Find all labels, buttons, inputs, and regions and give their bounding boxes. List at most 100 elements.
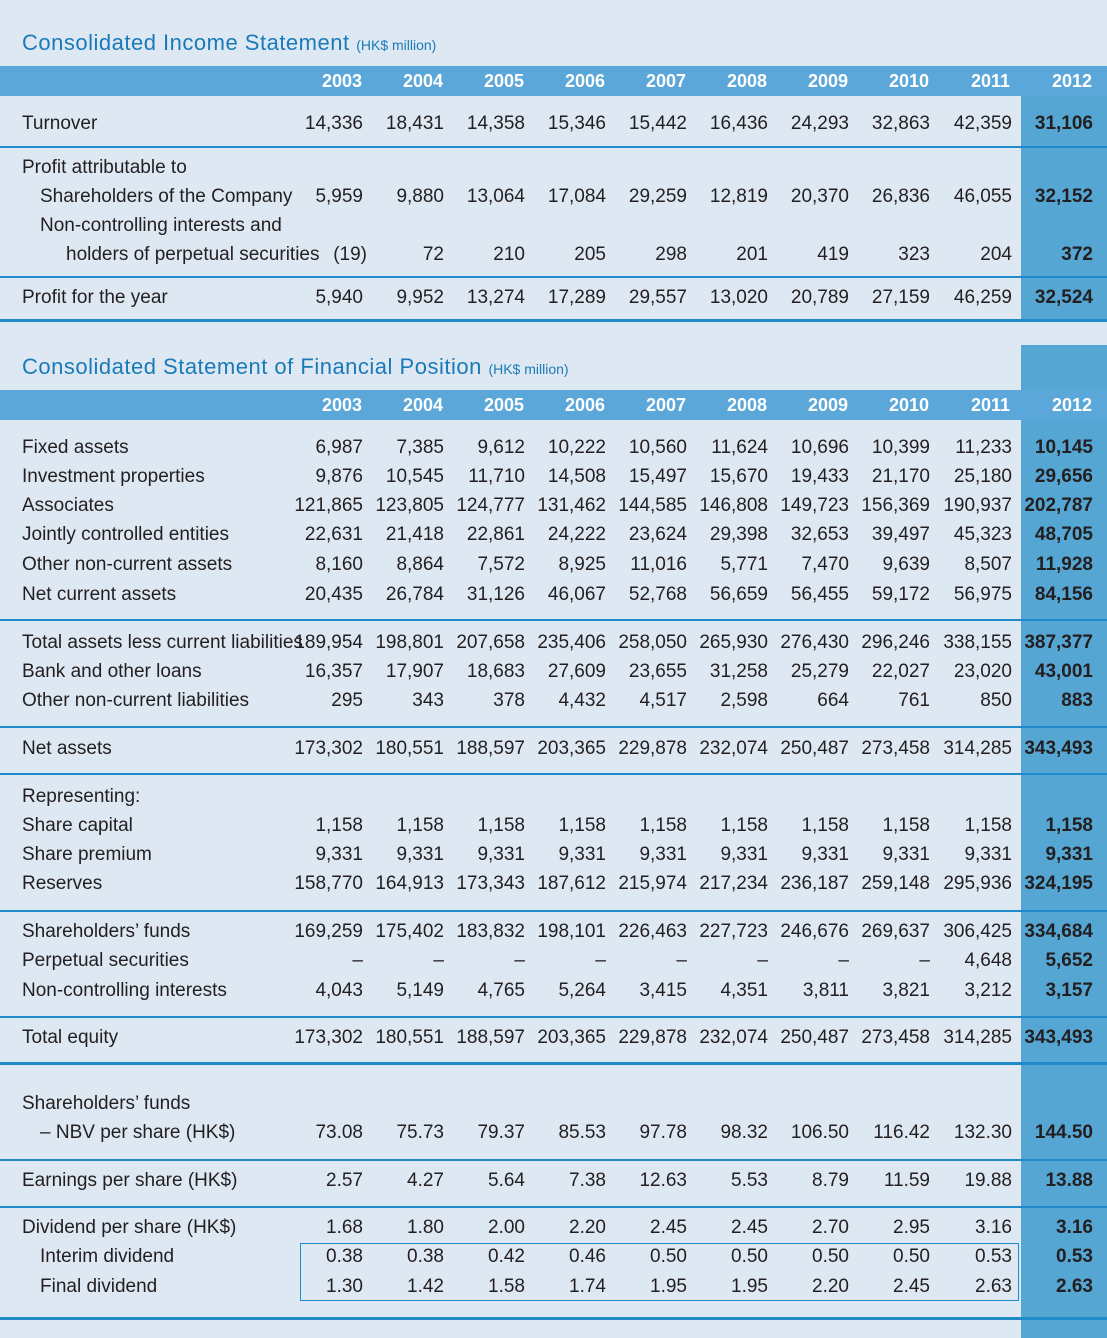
cell-value: 1.95: [731, 1276, 768, 1297]
table-row: Shareholders of the Company 5,959 9,880 13,…: [0, 183, 1107, 212]
table-row: Share capital 1,158 1,158 1,158 1,158 1,158 1,…: [0, 812, 1107, 841]
cell-value: 1.30: [326, 1276, 363, 1297]
cell-value: 25,180: [953, 466, 1012, 487]
table-row: Bank and other loans 16,357 17,907 18,683 27…: [0, 658, 1107, 687]
cell-value: 8,160: [315, 554, 363, 575]
table-row: Other non-current assets 8,160 8,864 7,572 8…: [0, 551, 1107, 580]
cell-value: 0.53: [975, 1246, 1012, 1267]
cell-value: 1,158: [639, 815, 687, 836]
cell-value: 22,631: [304, 524, 363, 545]
cell-value: 204: [980, 244, 1012, 265]
cell-value: 27,609: [547, 661, 606, 682]
year-header-cell: 2006: [564, 395, 605, 415]
table-row: Jointly controlled entities 22,631 21,418 2…: [0, 521, 1107, 550]
cell-value: 188,597: [456, 1027, 525, 1048]
cell-value-2012: 202,787: [1024, 495, 1093, 516]
cell-value: 20,435: [304, 584, 363, 605]
row-label: Total assets less current liabilities: [22, 632, 303, 653]
cell-value: 1.68: [326, 1217, 363, 1238]
cell-value: 98.32: [720, 1122, 768, 1143]
cell-value: 250,487: [780, 738, 849, 759]
cell-value: 124,777: [456, 495, 525, 516]
year-header-cell: 2009: [807, 71, 848, 91]
cell-value-2012: 3,157: [1045, 980, 1093, 1001]
cell-value-2012: 31,106: [1034, 113, 1093, 134]
year-header-cell: 2004: [402, 71, 443, 91]
cell-value-2012: 334,684: [1024, 921, 1093, 942]
year-header-cell: 2003: [321, 71, 362, 91]
year-header-cell: 2012: [1051, 71, 1092, 91]
divider: [0, 910, 1107, 912]
row-label: Turnover: [22, 113, 98, 134]
cell-value: 20,370: [790, 186, 849, 207]
position-title-text: Consolidated Statement of Financial Posi…: [22, 354, 482, 379]
cell-value: 79.37: [477, 1122, 525, 1143]
cell-value: 4,432: [558, 690, 606, 711]
cell-value: 24,222: [547, 524, 606, 545]
cell-value: 9,880: [396, 186, 444, 207]
cell-value: 46,259: [953, 287, 1012, 308]
cell-value: 9,331: [639, 844, 687, 865]
cell-value: 9,331: [720, 844, 768, 865]
cell-value: 3,821: [882, 980, 930, 1001]
cell-value: 5,264: [558, 980, 606, 1001]
cell-value: 9,639: [882, 554, 930, 575]
cell-value: –: [676, 950, 687, 971]
cell-value: 164,913: [375, 873, 444, 894]
cell-value: 7,470: [801, 554, 849, 575]
cell-value-2012: 29,656: [1034, 466, 1093, 487]
cell-value: 8,925: [558, 554, 606, 575]
cell-value: 15,442: [628, 113, 687, 134]
row-label: Jointly controlled entities: [22, 524, 229, 545]
table-row: Net current assets 20,435 26,784 31,126 46,0…: [0, 581, 1107, 610]
cell-value: 4,351: [720, 980, 768, 1001]
row-label: Net current assets: [22, 584, 177, 605]
cell-value: 24,293: [790, 113, 849, 134]
cell-value: 180,551: [375, 1027, 444, 1048]
table-row: Perpetual securities – – – – – – – – 4,648 5,652: [0, 947, 1107, 976]
cell-value: 11.59: [883, 1170, 930, 1191]
cell-value: –: [595, 950, 606, 971]
cell-value: 298: [655, 244, 687, 265]
cell-value: 14,358: [466, 113, 525, 134]
cell-value: 3,811: [802, 980, 849, 1001]
income-year-header: 2003 2004 2005 2006 2007 2008 2009 2010 …: [0, 66, 1107, 96]
cell-value: 169,259: [294, 921, 363, 942]
cell-value: 3.16: [975, 1217, 1012, 1238]
income-statement-title: Consolidated Income Statement (HK$ milli…: [22, 30, 436, 56]
row-label: Final dividend: [40, 1276, 158, 1297]
table-row: Share premium 9,331 9,331 9,331 9,331 9,331 9,…: [0, 841, 1107, 870]
cell-value: 56,975: [953, 584, 1012, 605]
row-label: Associates: [22, 495, 114, 516]
cell-value-2012: 324,195: [1024, 873, 1093, 894]
cell-value: 13,064: [466, 186, 525, 207]
row-label: Share premium: [22, 844, 152, 865]
cell-value: 23,020: [953, 661, 1012, 682]
cell-value: 2.20: [812, 1276, 849, 1297]
cell-value: 207,658: [456, 632, 525, 653]
row-label: Investment properties: [22, 466, 205, 487]
cell-value: –: [757, 950, 768, 971]
cell-value: 1.95: [650, 1276, 687, 1297]
cell-value: 13,274: [466, 287, 525, 308]
cell-value: 343: [412, 690, 444, 711]
cell-value: 1.42: [407, 1276, 444, 1297]
cell-value-2012: 84,156: [1034, 584, 1093, 605]
cell-value: 296,246: [861, 632, 930, 653]
row-label: Other non-current assets: [22, 554, 233, 575]
cell-value: 236,187: [780, 873, 849, 894]
cell-value: 2.45: [893, 1276, 930, 1297]
cell-value: 761: [898, 690, 930, 711]
cell-value: 11,233: [955, 437, 1012, 458]
cell-value: 201: [736, 244, 768, 265]
cell-value-2012: 3.16: [1056, 1217, 1093, 1238]
cell-value: 146,808: [699, 495, 768, 516]
cell-value: 3,415: [639, 980, 687, 1001]
row-label: Dividend per share (HK$): [22, 1217, 237, 1238]
cell-value: 16,436: [709, 113, 768, 134]
cell-value: 22,861: [466, 524, 525, 545]
cell-value: 11,624: [711, 437, 768, 458]
cell-value: 12,819: [709, 186, 768, 207]
cell-value: 2.45: [650, 1217, 687, 1238]
position-year-header: 2003 2004 2005 2006 2007 2008 2009 2010 …: [0, 390, 1107, 420]
